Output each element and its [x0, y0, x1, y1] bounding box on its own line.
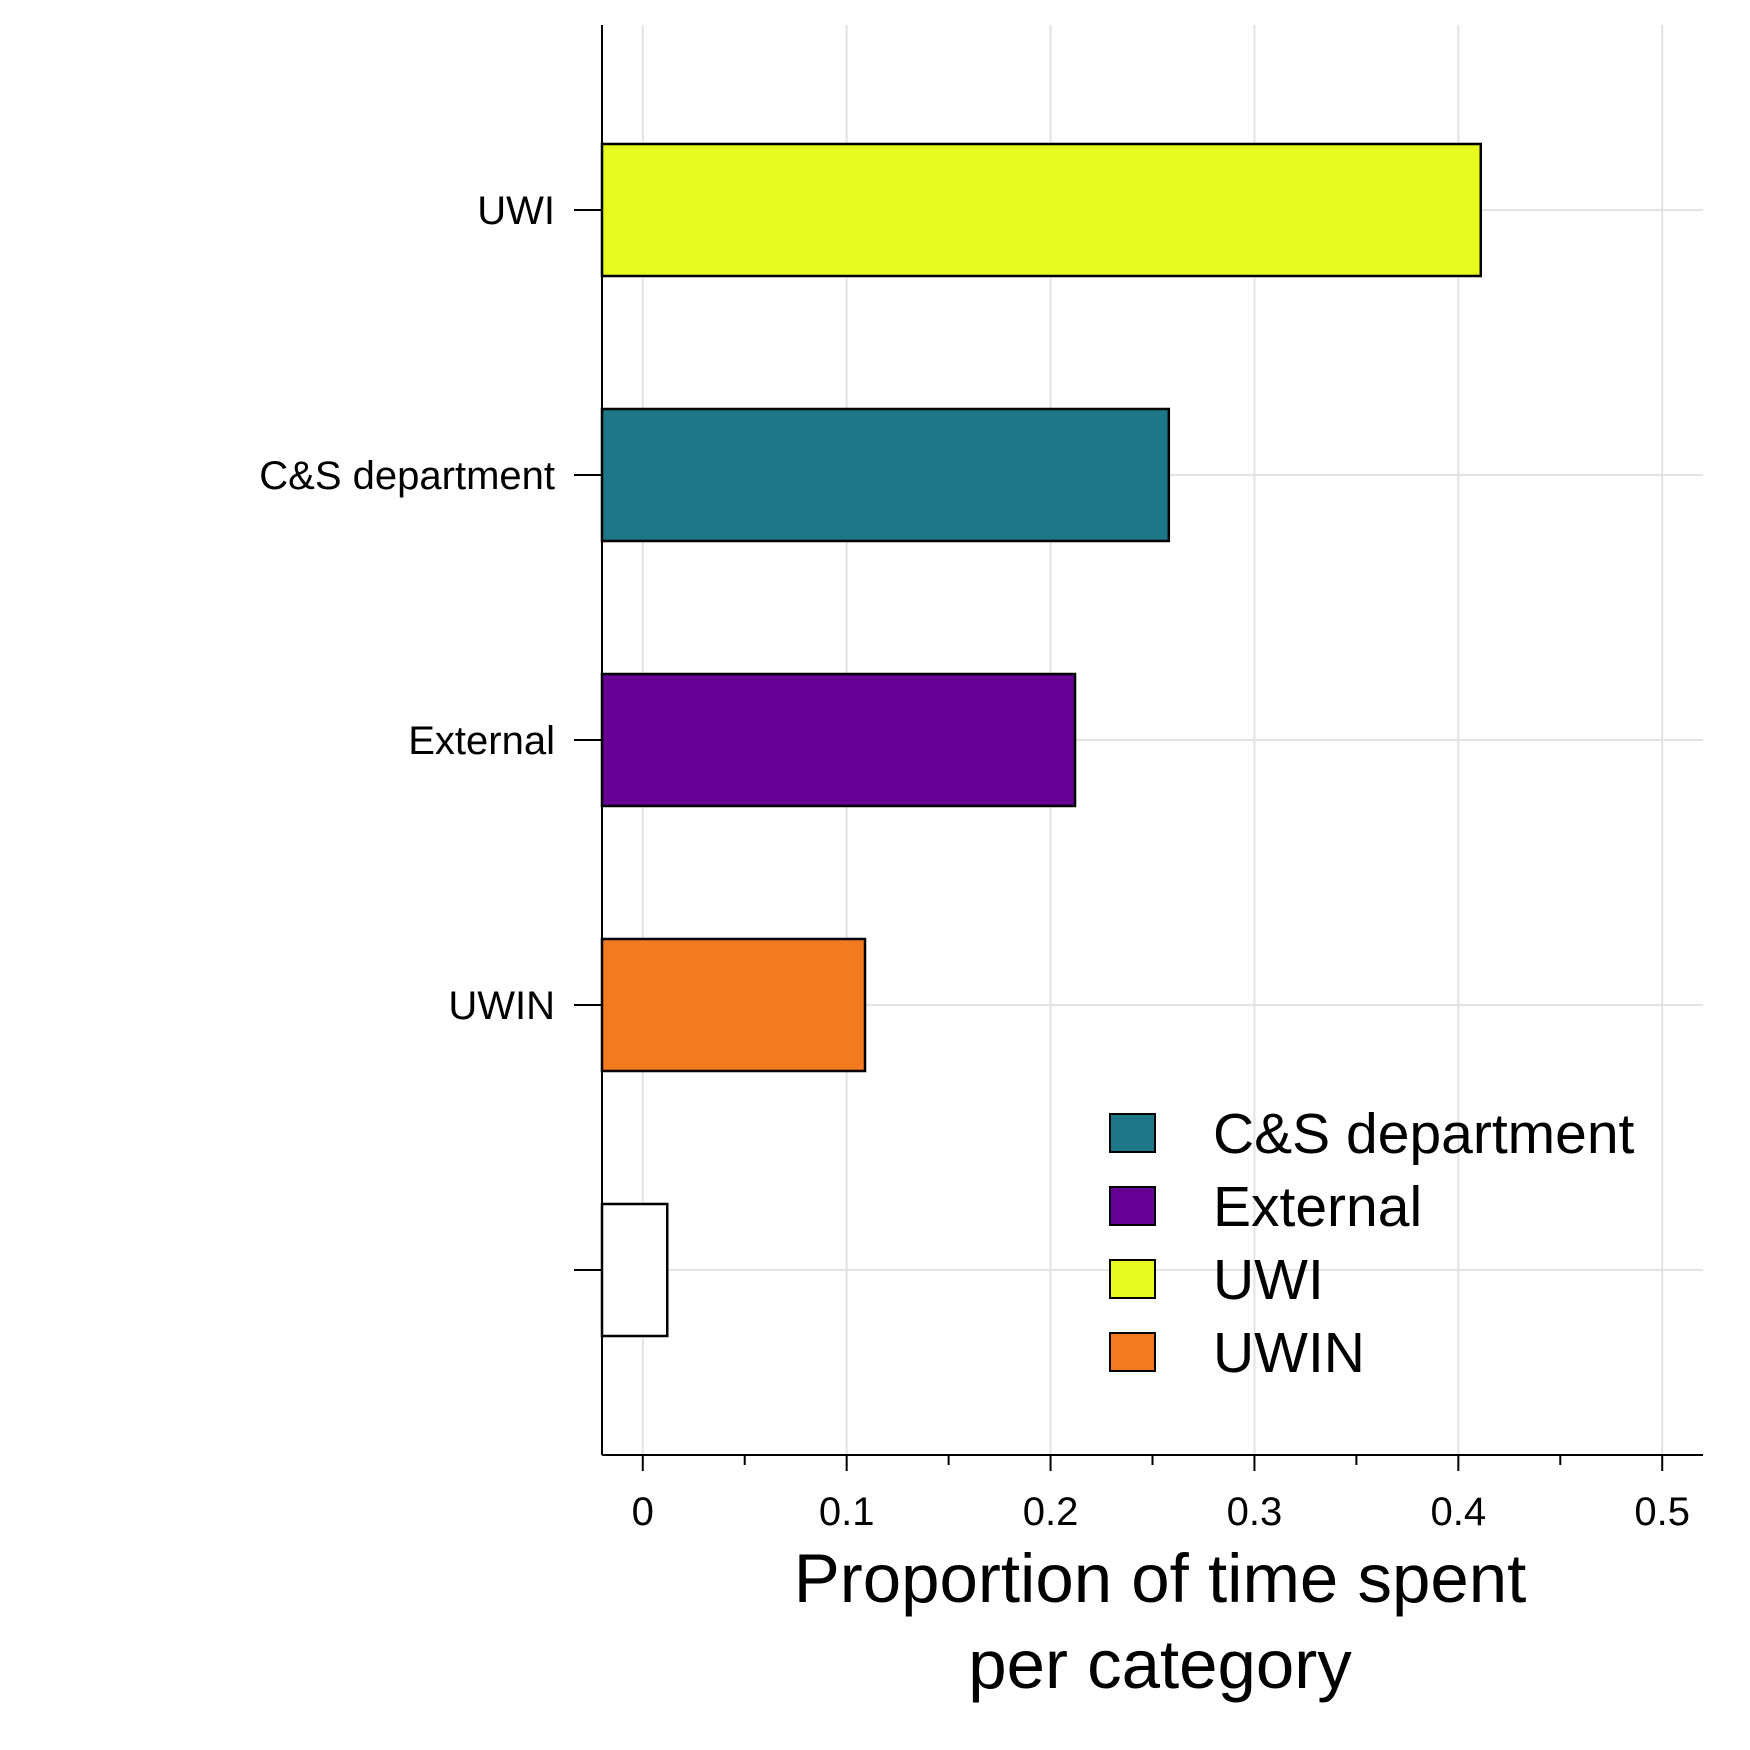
legend-label-3: UWIN: [1213, 1321, 1365, 1385]
legend-label-0: C&S department: [1213, 1102, 1635, 1166]
legend-swatch-3: [1109, 1332, 1156, 1372]
legend-swatch-2: [1109, 1259, 1156, 1299]
y-category-label-0: UWI: [477, 189, 555, 233]
x-tick-label-5: 0.5: [1634, 1490, 1690, 1534]
x-tick-label-2: 0.2: [1023, 1490, 1079, 1534]
x-tick-label-4: 0.4: [1431, 1490, 1487, 1534]
legend-label-2: UWI: [1213, 1248, 1324, 1312]
x-tick-labels: 0 0.1 0.2 0.3 0.4 0.5: [632, 1490, 1690, 1534]
y-category-labels: UWI C&S department External UWIN: [259, 189, 555, 1028]
axes-group: [574, 25, 1703, 1471]
x-tick-label-1: 0.1: [819, 1490, 875, 1534]
legend-label-1: External: [1213, 1175, 1422, 1239]
x-axis-label-line-1: Proportion of time spent: [794, 1540, 1527, 1617]
legend: C&S department External UWI UWIN: [1109, 1102, 1635, 1385]
x-tick-label-3: 0.3: [1227, 1490, 1283, 1534]
bar-1: [600, 407, 1171, 543]
bar-3: [600, 937, 867, 1073]
y-category-label-3: UWIN: [448, 984, 555, 1028]
bar-2: [600, 672, 1077, 808]
legend-swatch-0: [1109, 1113, 1156, 1153]
bar-0: [600, 142, 1483, 278]
x-axis-label-line-2: per category: [968, 1626, 1352, 1703]
legend-swatch-1: [1109, 1186, 1156, 1226]
y-category-label-2: External: [408, 719, 555, 763]
bar-4: [600, 1202, 669, 1338]
x-tick-label-0: 0: [632, 1490, 654, 1534]
y-category-label-1: C&S department: [259, 454, 555, 498]
